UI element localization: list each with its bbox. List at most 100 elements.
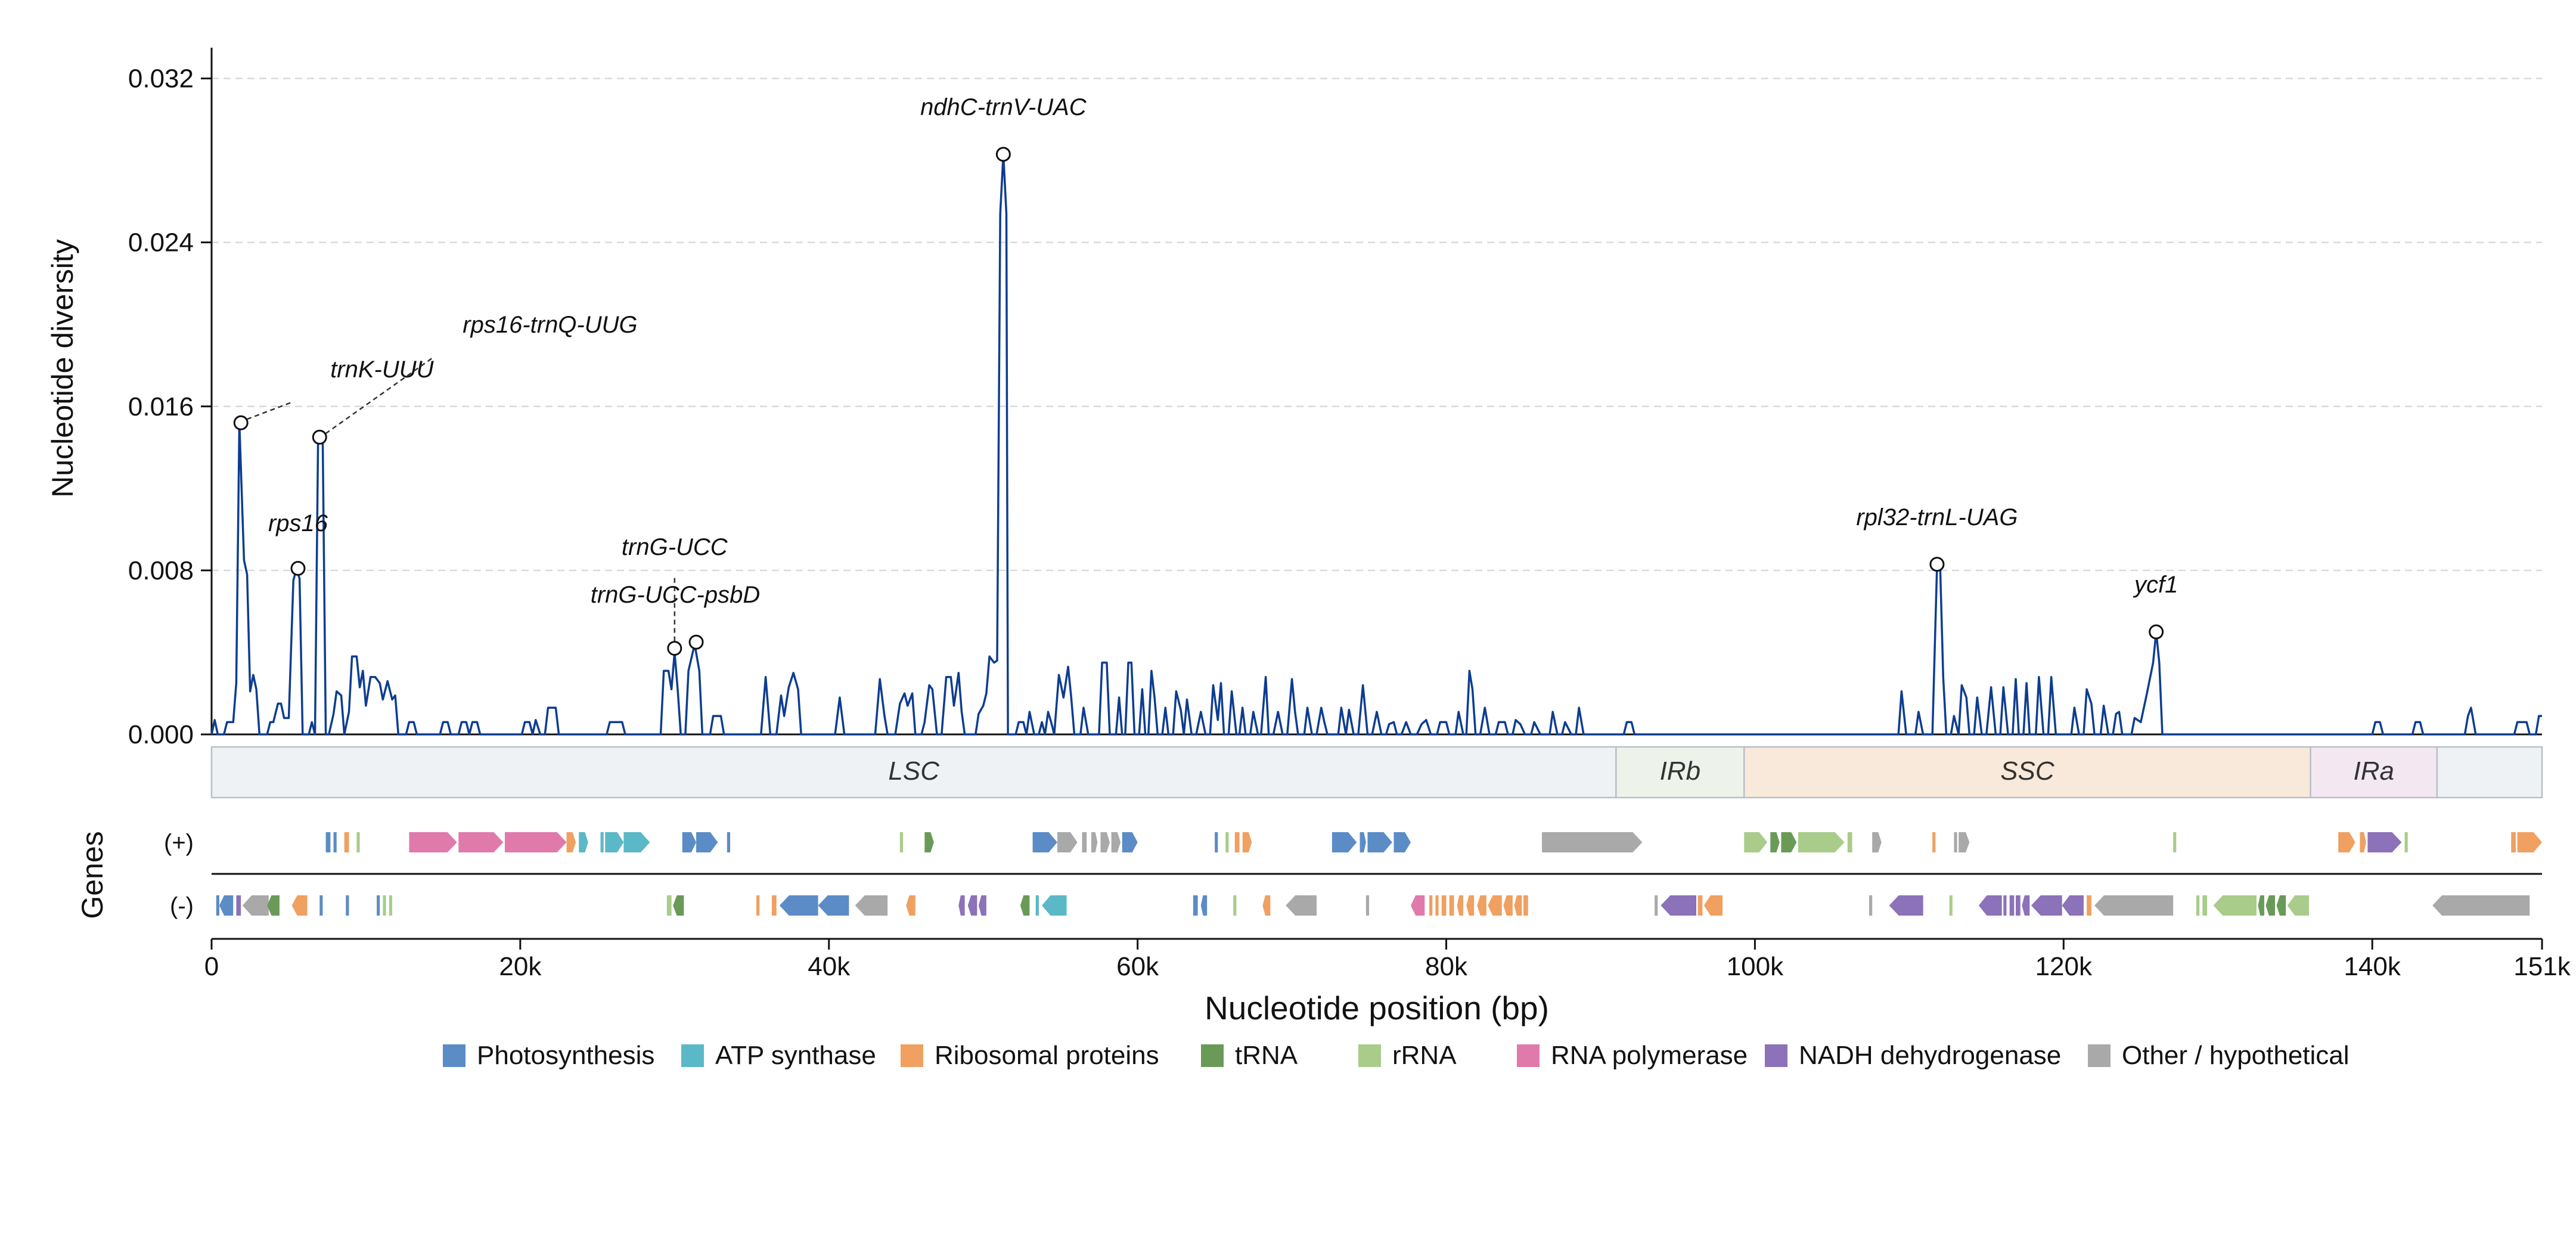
- gene-arrow-plus: [1542, 832, 1643, 852]
- y-axis-label: Nucleotide diversity: [46, 239, 79, 498]
- x-tick-label: 100k: [1727, 952, 1784, 981]
- gene-arrow-plus: [2360, 832, 2366, 852]
- gene-arrow-plus: [1234, 832, 1240, 852]
- gene-arrow-plus: [1954, 832, 1957, 852]
- gene-arrow-minus: [291, 895, 308, 916]
- gene-arrow-minus: [2276, 895, 2286, 916]
- peak-label: rps16: [268, 510, 328, 536]
- gene-arrow-minus: [2003, 895, 2007, 916]
- gene-arrow-plus: [1781, 832, 1797, 852]
- legend-swatch: [681, 1044, 704, 1067]
- gene-arrow-minus: [1193, 895, 1198, 916]
- region-bar: [2310, 746, 2438, 799]
- strand-plus-label: (+): [164, 830, 194, 856]
- gene-arrow-plus: [2338, 832, 2355, 852]
- legend-swatch: [2088, 1044, 2111, 1067]
- gene-arrow-minus: [1697, 895, 1703, 916]
- gene-arrow-plus: [1111, 832, 1121, 852]
- gene-arrow-plus: [566, 832, 576, 852]
- peak-label: trnK-UUU: [330, 356, 434, 383]
- gene-arrow-minus: [389, 895, 392, 916]
- gene-arrow-minus: [1200, 895, 1208, 916]
- gene-arrow-minus: [377, 895, 380, 916]
- region-bar: [1615, 746, 1745, 799]
- gene-arrow-minus: [1410, 895, 1425, 916]
- gene-arrow-minus: [771, 895, 777, 916]
- gene-arrow-plus: [1847, 832, 1852, 852]
- legend-swatch: [1517, 1044, 1540, 1067]
- gene-arrow-plus: [579, 832, 588, 852]
- gene-tracks: [212, 832, 2542, 916]
- gene-arrow-minus: [756, 895, 760, 916]
- genes-axis-label: Genes: [76, 831, 109, 919]
- gene-arrow-minus: [1869, 895, 1873, 916]
- gene-arrow-plus: [1367, 832, 1392, 852]
- x-tick-label: 40k: [808, 952, 851, 981]
- legend-swatch: [1765, 1044, 1787, 1067]
- gene-arrow-minus: [1488, 895, 1502, 916]
- gene-arrow-minus: [2087, 895, 2091, 916]
- gene-arrow-minus: [1449, 895, 1454, 916]
- gene-arrow-minus: [2022, 895, 2030, 916]
- gene-arrow-plus: [1091, 832, 1098, 852]
- gene-arrow-minus: [1889, 895, 1923, 916]
- peak-marker: [688, 634, 704, 650]
- gene-arrow-minus: [267, 895, 280, 916]
- gene-arrow-plus: [1057, 832, 1078, 852]
- gene-arrow-minus: [1233, 895, 1237, 916]
- gene-arrow-minus: [2196, 895, 2200, 916]
- gene-arrow-plus: [1360, 832, 1366, 852]
- peak-marker: [290, 560, 306, 576]
- gene-arrow-minus: [383, 895, 386, 916]
- y-tick-label: 0.016: [128, 392, 194, 421]
- gene-arrow-plus: [356, 832, 360, 852]
- gene-arrow-minus: [1978, 895, 2002, 916]
- x-tick-label: 20k: [499, 952, 542, 981]
- legend: Photosynthesis ATP synthase Ribosomal prot…: [443, 1041, 2350, 1070]
- gene-arrow-minus: [2031, 895, 2062, 916]
- peak-label: trnG-UCC-psbD: [591, 582, 760, 608]
- peak-marker: [312, 429, 327, 445]
- legend-label: RNA polymerase: [1551, 1041, 1748, 1070]
- gene-arrow-plus: [458, 832, 504, 852]
- gene-arrow-minus: [319, 895, 323, 916]
- peak-label: ndhC-trnV-UAC: [920, 94, 1087, 120]
- peak-marker: [1929, 557, 1945, 572]
- gene-arrow-minus: [2094, 895, 2174, 916]
- region-bars: LSC IRb SSC IRa: [210, 746, 2543, 799]
- gene-arrow-minus: [1477, 895, 1486, 916]
- x-axis-label: Nucleotide position (bp): [1205, 990, 1549, 1026]
- gene-arrow-minus: [2432, 895, 2530, 916]
- x-tick-label: 140k: [2344, 952, 2401, 981]
- gene-arrow-minus: [1365, 895, 1370, 916]
- gene-arrow-plus: [2173, 832, 2177, 852]
- x-tick-label: 80k: [1425, 952, 1468, 981]
- gene-arrow-plus: [696, 832, 718, 852]
- region-label: IRa: [2354, 756, 2394, 786]
- gene-arrow-minus: [967, 895, 977, 916]
- gene-arrow-minus: [2265, 895, 2276, 916]
- gene-arrow-plus: [1332, 832, 1357, 852]
- gene-arrow-plus: [1225, 832, 1229, 852]
- gene-arrow-minus: [1429, 895, 1433, 916]
- gene-arrow-plus: [600, 832, 604, 852]
- gene-arrow-plus: [1122, 832, 1138, 852]
- region-label: IRb: [1660, 756, 1700, 786]
- gene-arrow-minus: [666, 895, 672, 916]
- gene-arrow-plus: [1932, 832, 1936, 852]
- gene-arrow-minus: [958, 895, 965, 916]
- peak-marker: [233, 415, 249, 430]
- gene-arrow-minus: [1655, 895, 1658, 916]
- region-label: LSC: [888, 756, 940, 786]
- gene-arrow-plus: [1959, 832, 1970, 852]
- gene-arrow-plus: [409, 832, 457, 852]
- legend-label: ATP synthase: [715, 1041, 876, 1070]
- peak-label: rps16-trnQ-UUG: [463, 312, 637, 338]
- gene-arrow-minus: [1020, 895, 1030, 916]
- y-gridlines: [212, 77, 2542, 572]
- gene-arrow-minus: [2202, 895, 2208, 916]
- region-bar: [2436, 746, 2543, 799]
- region-bar: [210, 746, 1617, 799]
- gene-arrow-plus: [344, 832, 349, 852]
